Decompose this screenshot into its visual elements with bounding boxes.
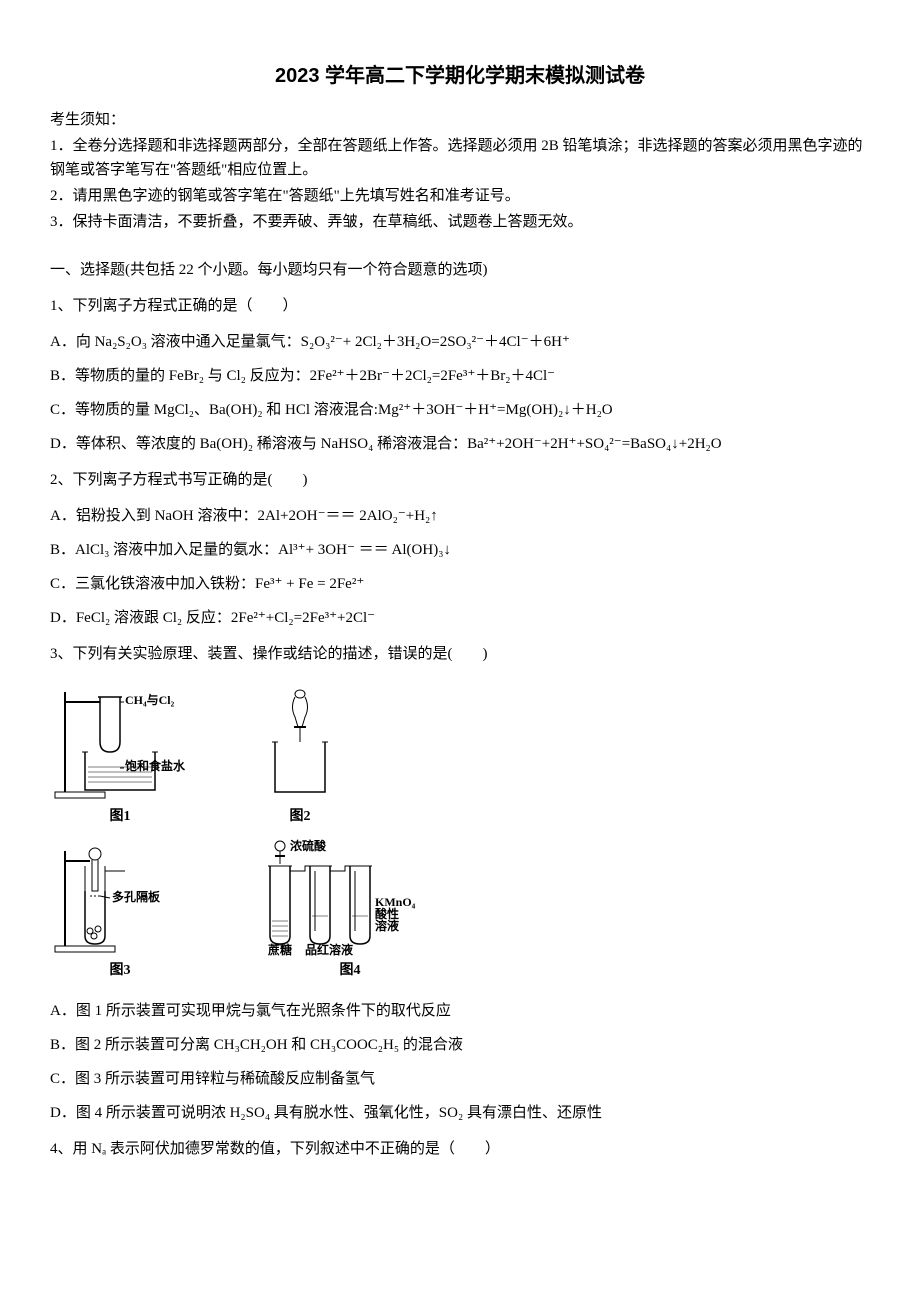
q3-option-b: B．图 2 所示装置可分离 CH₃CH₂OH 和 CH₃COOC₂H₅ 的混合液 — [50, 1033, 870, 1057]
q3-option-c: C．图 3 所示装置可用锌粒与稀硫酸反应制备氢气 — [50, 1067, 870, 1091]
fig4-label4-l3: 溶液 — [375, 918, 399, 933]
figure-3-label: 图3 — [110, 960, 131, 982]
q3-option-a: A．图 1 所示装置可实现甲烷与氯气在光照条件下的取代反应 — [50, 999, 870, 1023]
figure-2: 图2 — [250, 682, 350, 828]
q1-stem: 1、下列离子方程式正确的是（ ） — [50, 294, 870, 318]
instructions-block: 考生须知： 1．全卷分选择题和非选择题两部分，全部在答题纸上作答。选择题必须用 … — [50, 108, 870, 234]
figure-1-label: 图1 — [110, 806, 131, 828]
q3-stem: 3、下列有关实验原理、装置、操作或结论的描述，错误的是( ) — [50, 642, 870, 666]
fig4-label2: 蔗糖 — [267, 942, 292, 956]
figure-4: 浓硫酸 蔗糖 — [250, 836, 450, 982]
instructions-header: 考生须知： — [50, 108, 870, 132]
instruction-line: 1．全卷分选择题和非选择题两部分，全部在答题纸上作答。选择题必须用 2B 铅笔填… — [50, 134, 870, 182]
page-title: 2023 学年高二下学期化学期末模拟测试卷 — [50, 60, 870, 92]
q1-option-d: D．等体积、等浓度的 Ba(OH)₂ 稀溶液与 NaHSO₄ 稀溶液混合：Ba²… — [50, 432, 870, 456]
q1-option-b: B．等物质的量的 FeBr₂ 与 Cl₂ 反应为：2Fe²⁺＋2Br⁻＋2Cl₂… — [50, 364, 870, 388]
q2-option-c: C．三氯化铁溶液中加入铁粉：Fe³⁺ + Fe = 2Fe²⁺ — [50, 572, 870, 596]
figure-3-svg: 多孔隔板 — [50, 836, 190, 956]
figure-4-svg: 浓硫酸 蔗糖 — [250, 836, 450, 956]
figure-2-label: 图2 — [290, 806, 311, 828]
figure-2-svg — [250, 682, 350, 802]
q2-option-d: D．FeCl₂ 溶液跟 Cl₂ 反应：2Fe²⁺+Cl₂=2Fe³⁺+2Cl⁻ — [50, 606, 870, 630]
fig1-label2: 饱和食盐水 — [125, 758, 186, 773]
q1-option-c: C．等物质的量 MgCl₂、Ba(OH)₂ 和 HCl 溶液混合:Mg²⁺＋3O… — [50, 398, 870, 422]
fig3-label1: 多孔隔板 — [112, 889, 161, 904]
figure-1: CH₄与Cl₂ 饱和食盐水 图1 — [50, 682, 190, 828]
fig4-label3: 品红溶液 — [305, 942, 353, 956]
section-header: 一、选择题(共包括 22 个小题。每小题均只有一个符合题意的选项) — [50, 258, 870, 282]
q2-option-a: A．铝粉投入到 NaOH 溶液中：2Al+2OH⁻＝＝ 2AlO₂⁻+H₂↑ — [50, 504, 870, 528]
figure-1-svg: CH₄与Cl₂ 饱和食盐水 — [50, 682, 190, 802]
q2-option-b: B．AlCl₃ 溶液中加入足量的氨水：Al³⁺+ 3OH⁻ ＝＝ Al(OH)₃… — [50, 538, 870, 562]
figure-4-label: 图4 — [340, 960, 361, 982]
instruction-line: 2．请用黑色字迹的钢笔或答字笔在"答题纸"上先填写姓名和准考证号。 — [50, 184, 870, 208]
fig4-label1: 浓硫酸 — [290, 838, 327, 853]
fig1-label1: CH₄与Cl₂ — [125, 693, 175, 707]
q4-stem: 4、用 Nₐ 表示阿伏加德罗常数的值，下列叙述中不正确的是（ ） — [50, 1137, 870, 1161]
instruction-line: 3．保持卡面清洁，不要折叠，不要弄破、弄皱，在草稿纸、试题卷上答题无效。 — [50, 210, 870, 234]
q3-figures: CH₄与Cl₂ 饱和食盐水 图1 — [50, 682, 870, 983]
q2-stem: 2、下列离子方程式书写正确的是( ) — [50, 468, 870, 492]
q3-option-d: D．图 4 所示装置可说明浓 H₂SO₄ 具有脱水性、强氧化性，SO₂ 具有漂白… — [50, 1101, 870, 1125]
figure-3: 多孔隔板 图3 — [50, 836, 190, 982]
q1-option-a: A．向 Na₂S₂O₃ 溶液中通入足量氯气：S₂O₃²⁻+ 2Cl₂＋3H₂O=… — [50, 330, 870, 354]
